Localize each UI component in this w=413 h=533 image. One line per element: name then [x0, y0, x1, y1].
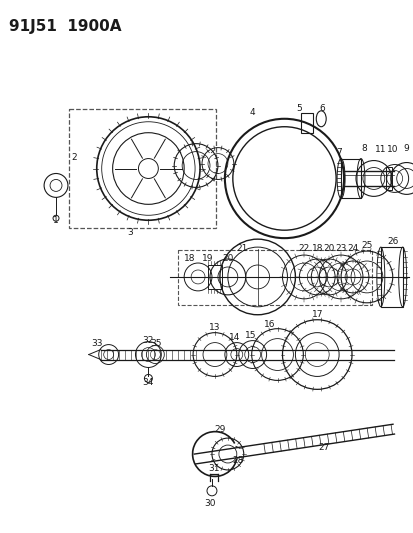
Text: 10: 10	[386, 145, 398, 154]
Text: 33: 33	[91, 339, 102, 348]
Text: 5: 5	[296, 104, 301, 114]
Text: 15: 15	[244, 331, 256, 340]
Text: 24: 24	[347, 244, 358, 253]
Text: 6: 6	[318, 104, 324, 114]
Text: 34: 34	[142, 378, 154, 387]
Text: 13: 13	[209, 323, 220, 332]
Text: 2: 2	[71, 153, 76, 162]
Text: 27: 27	[318, 442, 329, 451]
Text: 91J51  1900A: 91J51 1900A	[9, 19, 121, 34]
Bar	[207, 265, 221, 289]
Text: 7: 7	[335, 148, 341, 157]
Text: 3: 3	[127, 228, 133, 237]
Text: 28: 28	[232, 456, 243, 465]
Text: 8: 8	[360, 144, 366, 153]
Text: 29: 29	[214, 425, 225, 434]
Text: 20: 20	[222, 254, 233, 263]
Text: 31: 31	[208, 464, 219, 473]
Text: 1: 1	[53, 216, 59, 225]
Text: 32: 32	[142, 336, 154, 345]
Text: 14: 14	[228, 333, 240, 342]
Text: 35: 35	[150, 339, 162, 348]
Text: 20: 20	[323, 244, 334, 253]
Text: 9: 9	[403, 144, 408, 153]
Bar	[178, 250, 371, 305]
Text: 30: 30	[204, 499, 215, 508]
Text: 17: 17	[311, 310, 322, 319]
Text: 16: 16	[263, 320, 275, 329]
Text: 4: 4	[249, 108, 255, 117]
Text: 26: 26	[386, 237, 397, 246]
Text: 21: 21	[235, 244, 247, 253]
Bar	[380, 247, 402, 307]
Text: 18: 18	[311, 244, 322, 253]
Text: 11: 11	[374, 145, 386, 154]
Text: 22: 22	[298, 244, 309, 253]
Text: 23: 23	[335, 244, 346, 253]
Bar	[301, 113, 313, 133]
Bar	[340, 158, 360, 198]
Bar	[385, 166, 391, 190]
Text: 18: 18	[184, 254, 195, 263]
Bar	[69, 109, 216, 228]
Text: 25: 25	[361, 240, 372, 249]
Text: 19: 19	[202, 254, 213, 263]
